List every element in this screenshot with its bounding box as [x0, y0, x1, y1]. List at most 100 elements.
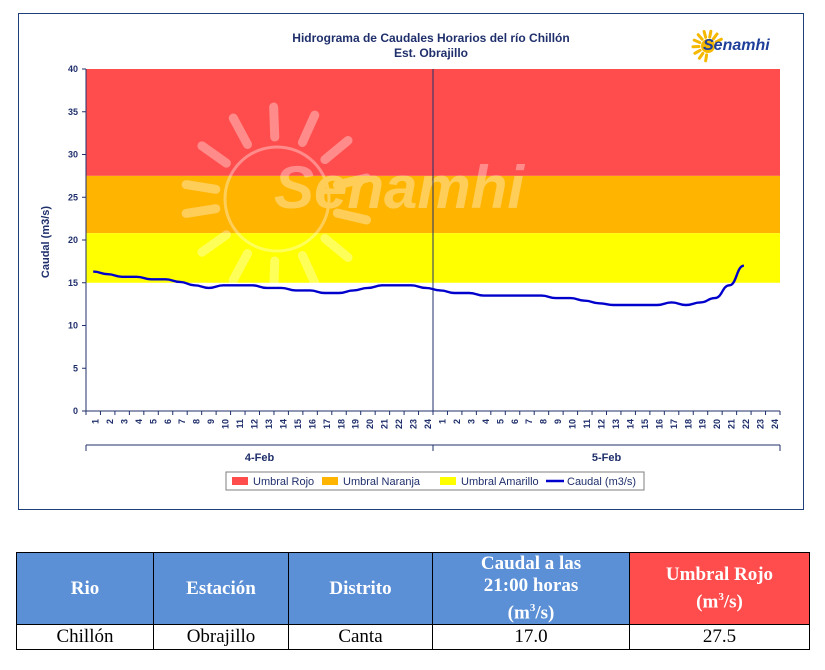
x-tick-label: 11	[235, 419, 245, 429]
x-tick-label: 7	[524, 419, 534, 424]
y-tick-label: 30	[68, 150, 78, 160]
x-tick-label: 21	[727, 419, 737, 429]
x-tick-label: 12	[250, 419, 260, 429]
watermark-ray	[320, 136, 353, 165]
y-tick-label: 25	[68, 192, 78, 202]
watermark-ray	[197, 230, 231, 257]
x-tick-label: 23	[756, 419, 766, 429]
x-tick-label: 13	[611, 419, 621, 429]
legend-label: Umbral Naranja	[343, 476, 421, 488]
logo-sun-ray	[702, 30, 708, 39]
cell-caudal: 17.0	[432, 624, 630, 651]
x-tick-label: 10	[568, 419, 578, 429]
logo-sun-ray	[708, 29, 713, 39]
watermark-ray	[269, 256, 280, 296]
watermark-ray	[228, 113, 253, 149]
y-tick-label: 15	[68, 278, 78, 288]
x-tick-label: 16	[654, 419, 664, 429]
table-row: Chillón Obrajillo Canta 17.0 27.5	[16, 624, 810, 651]
x-tick-label: 14	[625, 419, 635, 429]
x-tick-label: 17	[669, 419, 679, 429]
x-tick-label: 1	[90, 419, 100, 424]
x-tick-label: 23	[409, 419, 419, 429]
watermark-ray	[181, 204, 221, 218]
watermark-ray	[332, 173, 372, 190]
cell-umbral-rojo: 27.5	[629, 624, 810, 651]
header-rio: Rio	[16, 551, 154, 626]
watermark-ray	[320, 233, 353, 262]
day-label: 4-Feb	[245, 452, 275, 464]
x-tick-label: 7	[177, 419, 187, 424]
watermark-ray	[228, 249, 253, 285]
watermark-ray	[181, 180, 221, 194]
x-tick-label: 6	[163, 419, 173, 424]
cell-estacion: Obrajillo	[153, 624, 289, 651]
x-tick-label: 8	[539, 419, 549, 424]
series-line-caudal	[93, 264, 745, 307]
header-caudal: Caudal a las 21:00 horas (m3/s)	[432, 551, 630, 626]
x-tick-label: 6	[510, 419, 520, 424]
y-tick-label: 5	[73, 363, 78, 373]
x-tick-label: 22	[394, 419, 404, 429]
x-tick-label: 9	[206, 419, 216, 424]
logo-sun-ray	[697, 51, 705, 60]
x-tick-label: 3	[119, 419, 129, 424]
cell-rio: Chillón	[16, 624, 154, 651]
x-tick-label: 5	[148, 419, 158, 424]
y-axis-label: Caudal (m3/s)	[40, 206, 52, 278]
x-tick-label: 19	[351, 419, 361, 429]
x-tick-label: 8	[192, 419, 202, 424]
watermark-text: Senamhi	[274, 154, 525, 221]
x-tick-label: 13	[264, 419, 274, 429]
legend-label: Umbral Rojo	[253, 476, 314, 488]
x-tick-label: 9	[553, 419, 563, 424]
watermark-ray	[197, 141, 231, 168]
y-tick-label: 40	[68, 64, 78, 74]
logo-sun-ray	[693, 48, 702, 55]
watermark-ray	[297, 251, 320, 288]
logo-sun-ray	[704, 53, 709, 63]
legend-swatch	[322, 477, 338, 485]
y-tick-label: 35	[68, 107, 78, 117]
x-tick-label: 20	[365, 419, 375, 429]
watermark-ray	[269, 102, 280, 142]
logo-sun	[701, 39, 715, 53]
y-tick-label: 0	[73, 406, 78, 416]
x-tick-label: 15	[293, 419, 303, 429]
chart-panel: Senamhi 0 5 10 15 20 25 30 35 40 1 2 3 4 5 6 7 8 9 10 11 12 1…	[18, 13, 804, 510]
legend-swatch	[440, 477, 456, 485]
x-tick-label: 1	[437, 419, 447, 424]
legend-label: Umbral Amarillo	[461, 476, 539, 488]
x-tick-label: 11	[582, 419, 592, 429]
x-tick-label: 4	[481, 419, 491, 424]
x-tick-label: 21	[380, 419, 390, 429]
x-tick-label: 5	[495, 419, 505, 424]
cell-distrito: Canta	[288, 624, 433, 651]
logo-sun-ray	[696, 33, 704, 41]
x-tick-label: 10	[221, 419, 231, 429]
x-tick-label: 17	[322, 419, 332, 429]
x-tick-label: 16	[307, 419, 317, 429]
x-tick-label: 4	[134, 419, 144, 424]
watermark-sun	[223, 145, 331, 253]
legend-swatch	[232, 477, 248, 485]
x-tick-label: 15	[640, 419, 650, 429]
legend-label: Caudal (m3/s)	[567, 476, 636, 488]
header-estacion: Estación	[153, 551, 289, 626]
table-header-row: Rio Estación Distrito Caudal a las 21:00 …	[16, 551, 810, 626]
x-tick-label: 18	[683, 419, 693, 429]
header-umbral-rojo: Umbral Rojo (m3/s)	[629, 551, 810, 626]
logo-sun-ray	[714, 37, 723, 44]
logo-sun-ray	[692, 38, 702, 44]
x-tick-label: 3	[466, 419, 476, 424]
summary-table: Rio Estación Distrito Caudal a las 21:00 …	[16, 551, 810, 651]
x-tick-label: 18	[336, 419, 346, 429]
logo-sun-ray	[711, 32, 719, 41]
x-tick-label: 19	[698, 419, 708, 429]
legend-box	[225, 471, 645, 491]
chart-title: Hidrograma de Caudales Horarios del río …	[292, 31, 569, 45]
x-tick-label: 14	[278, 419, 288, 429]
watermark-ray	[332, 208, 372, 225]
x-tick-label: 2	[105, 419, 115, 424]
